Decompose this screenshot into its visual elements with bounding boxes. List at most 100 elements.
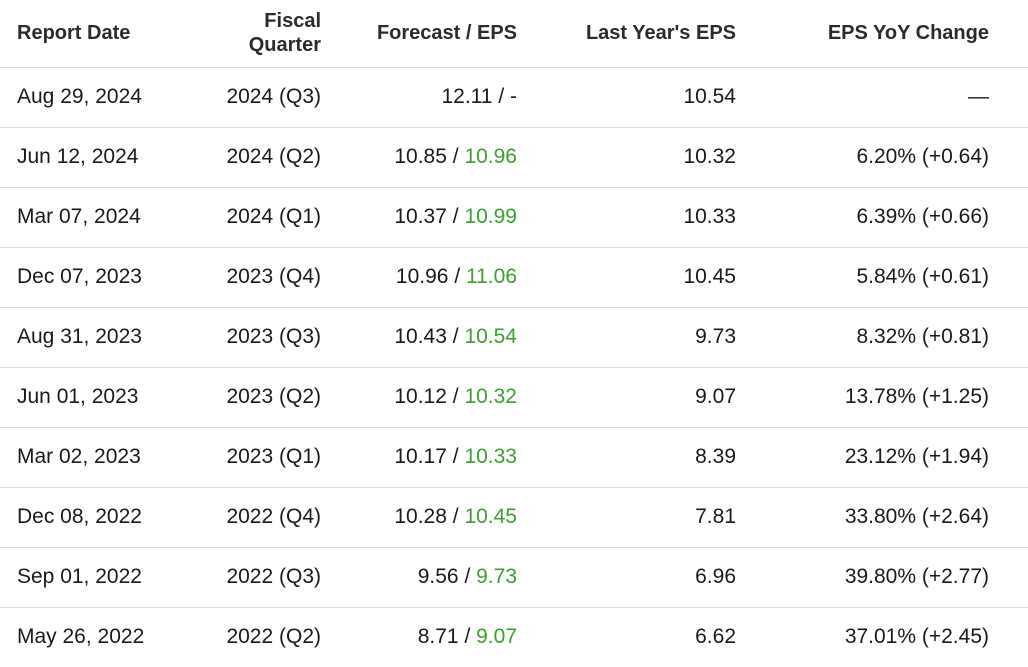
forecast-separator: /	[458, 625, 477, 649]
eps-yoy-change-cell: 6.20% (+0.64)	[736, 127, 989, 188]
table-body: Aug 29, 2024 2024 (Q3) 12.11 / -10.54— Jun …	[0, 67, 1028, 667]
actual-eps-value: 10.45	[464, 505, 517, 528]
report-date-cell: Jun 01, 2023	[0, 367, 170, 428]
fiscal-quarter-cell: 2022 (Q2)	[226, 625, 321, 649]
fiscal-quarter-cell: 2023 (Q4)	[170, 247, 321, 308]
row-spacer	[989, 67, 1028, 128]
forecast-separator: /	[446, 145, 465, 168]
fiscal-quarter-cell: 2022 (Q4)	[170, 487, 321, 548]
row-spacer	[989, 127, 1028, 188]
forecast-eps-cell: 8.71 / 9.07	[321, 607, 517, 667]
actual-eps-value: 10.99	[464, 205, 517, 228]
table-row[interactable]: Jun 01, 2023 2023 (Q2) 10.12 / 10.32 9.07 13…	[0, 367, 1028, 428]
forecast-eps-cell: 10.28 / 10.45	[321, 487, 517, 548]
forecast-value: 9.56	[417, 565, 459, 588]
report-date-cell: Mar 02, 2023	[0, 427, 170, 488]
last-year-eps-cell: 10.33	[517, 187, 736, 248]
header-forecast-eps[interactable]: Forecast / EPS	[321, 0, 517, 68]
row-spacer	[989, 547, 1028, 608]
table-row[interactable]: Aug 31, 2023 2023 (Q3) 10.43 / 10.54 9.73 8.…	[0, 307, 1028, 368]
forecast-separator: /	[446, 385, 465, 408]
last-year-eps-cell: 9.07	[517, 367, 736, 428]
table-row[interactable]: Mar 02, 2023 2023 (Q1) 10.17 / 10.33 8.39 23…	[0, 427, 1028, 488]
eps-yoy-change-cell: 23.12% (+1.94)	[736, 427, 989, 488]
eps-yoy-change-cell: 6.39% (+0.66)	[736, 187, 989, 248]
last-year-eps-cell: 10.54	[517, 67, 736, 128]
last-year-eps-cell: 6.96	[517, 547, 736, 608]
fiscal-quarter-cell: 2024 (Q1)	[170, 187, 321, 248]
eps-yoy-change-cell: 37.01% (+2.45)	[844, 625, 989, 649]
report-date-cell: Dec 07, 2023	[0, 247, 170, 308]
actual-eps-value: 10.32	[464, 385, 517, 408]
forecast-separator: /	[446, 205, 465, 228]
fiscal-quarter-cell: 2024 (Q3)	[170, 67, 321, 128]
forecast-separator: /	[492, 85, 510, 108]
report-date-cell: Jun 12, 2024	[0, 127, 170, 188]
forecast-separator: /	[446, 325, 465, 348]
table-row[interactable]: Aug 29, 2024 2024 (Q3) 12.11 / -10.54—	[0, 67, 1028, 128]
table-row[interactable]: Jun 12, 2024 2024 (Q2) 10.85 / 10.96 10.32 6…	[0, 127, 1028, 188]
forecast-separator: /	[446, 505, 465, 528]
forecast-separator: /	[448, 265, 466, 288]
forecast-value: 12.11	[441, 85, 493, 108]
forecast-separator: /	[446, 445, 465, 468]
row-spacer	[989, 247, 1028, 308]
eps-yoy-change-cell: 5.84% (+0.61)	[736, 247, 989, 308]
forecast-eps-cell: 10.17 / 10.33	[321, 427, 517, 488]
forecast-eps-cell: 12.11 / -	[321, 67, 517, 128]
eps-yoy-change-cell: 13.78% (+1.25)	[736, 367, 989, 428]
fiscal-quarter-cell: 2023 (Q3)	[170, 307, 321, 368]
forecast-value: 10.17	[394, 445, 447, 468]
eps-yoy-change-cell: 33.80% (+2.64)	[736, 487, 989, 548]
table-row[interactable]: Mar 07, 2024 2024 (Q1) 10.37 / 10.99 10.33 6…	[0, 187, 1028, 248]
forecast-eps-cell: 10.43 / 10.54	[321, 307, 517, 368]
forecast-eps-cell: 10.37 / 10.99	[321, 187, 517, 248]
forecast-value: 10.37	[394, 205, 447, 228]
table-header: Report Date Fiscal Quarter Forecast / EPS…	[0, 0, 1028, 68]
report-date-cell: Aug 31, 2023	[0, 307, 170, 368]
row-spacer	[989, 307, 1028, 368]
row-spacer	[989, 187, 1028, 248]
forecast-eps-cell: 9.56 / 9.73	[321, 547, 517, 608]
header-row: Report Date Fiscal Quarter Forecast / EPS…	[0, 0, 1028, 68]
last-year-eps-cell: 9.73	[517, 307, 736, 368]
forecast-separator: /	[458, 565, 477, 588]
report-date-cell: May 26, 2022	[17, 625, 145, 649]
header-last-year-eps[interactable]: Last Year's EPS	[517, 0, 736, 68]
forecast-value: 10.28	[394, 505, 447, 528]
fiscal-quarter-cell: 2023 (Q1)	[170, 427, 321, 488]
forecast-eps-cell: 10.12 / 10.32	[321, 367, 517, 428]
row-spacer	[989, 427, 1028, 488]
actual-eps-value: -	[510, 85, 517, 108]
eps-yoy-change-cell: 8.32% (+0.81)	[736, 307, 989, 368]
report-date-cell: Dec 08, 2022	[0, 487, 170, 548]
table-row[interactable]: Dec 08, 2022 2022 (Q4) 10.28 / 10.45 7.81 33…	[0, 487, 1028, 548]
last-year-eps-cell: 10.45	[517, 247, 736, 308]
actual-eps-value: 10.33	[464, 445, 517, 468]
header-report-date[interactable]: Report Date	[0, 0, 170, 68]
report-date-cell: Mar 07, 2024	[0, 187, 170, 248]
fiscal-quarter-cell: 2024 (Q2)	[170, 127, 321, 188]
header-fiscal-quarter-line2: Quarter	[248, 34, 321, 57]
forecast-value: 10.12	[394, 385, 447, 408]
forecast-value: 10.96	[395, 265, 449, 288]
table-row[interactable]: Dec 07, 2023 2023 (Q4) 10.96 / 11.06 10.45 5…	[0, 247, 1028, 308]
actual-eps-value: 9.73	[476, 565, 517, 588]
eps-yoy-change-cell: 39.80% (+2.77)	[736, 547, 989, 608]
header-fiscal-quarter[interactable]: Fiscal Quarter	[170, 0, 321, 68]
table-row[interactable]: May 26, 2022 2022 (Q2) 8.71 / 9.07 6.62 37.0…	[0, 607, 1028, 667]
row-spacer	[989, 607, 1028, 667]
header-eps-yoy-change[interactable]: EPS YoY Change	[736, 0, 989, 68]
table-row[interactable]: Sep 01, 2022 2022 (Q3) 9.56 / 9.73 6.96 39.8…	[0, 547, 1028, 608]
forecast-eps-cell: 10.85 / 10.96	[321, 127, 517, 188]
header-fiscal-quarter-line1: Fiscal	[264, 10, 321, 33]
forecast-value: 10.43	[394, 325, 447, 348]
fiscal-quarter-cell: 2023 (Q2)	[170, 367, 321, 428]
forecast-value: 8.71	[417, 625, 459, 649]
actual-eps-value: 10.96	[464, 145, 517, 168]
forecast-value: 10.85	[394, 145, 447, 168]
actual-eps-value: 9.07	[476, 625, 517, 649]
eps-yoy-change-cell: —	[736, 67, 989, 128]
last-year-eps-cell: 8.39	[517, 427, 736, 488]
last-year-eps-cell: 7.81	[517, 487, 736, 548]
